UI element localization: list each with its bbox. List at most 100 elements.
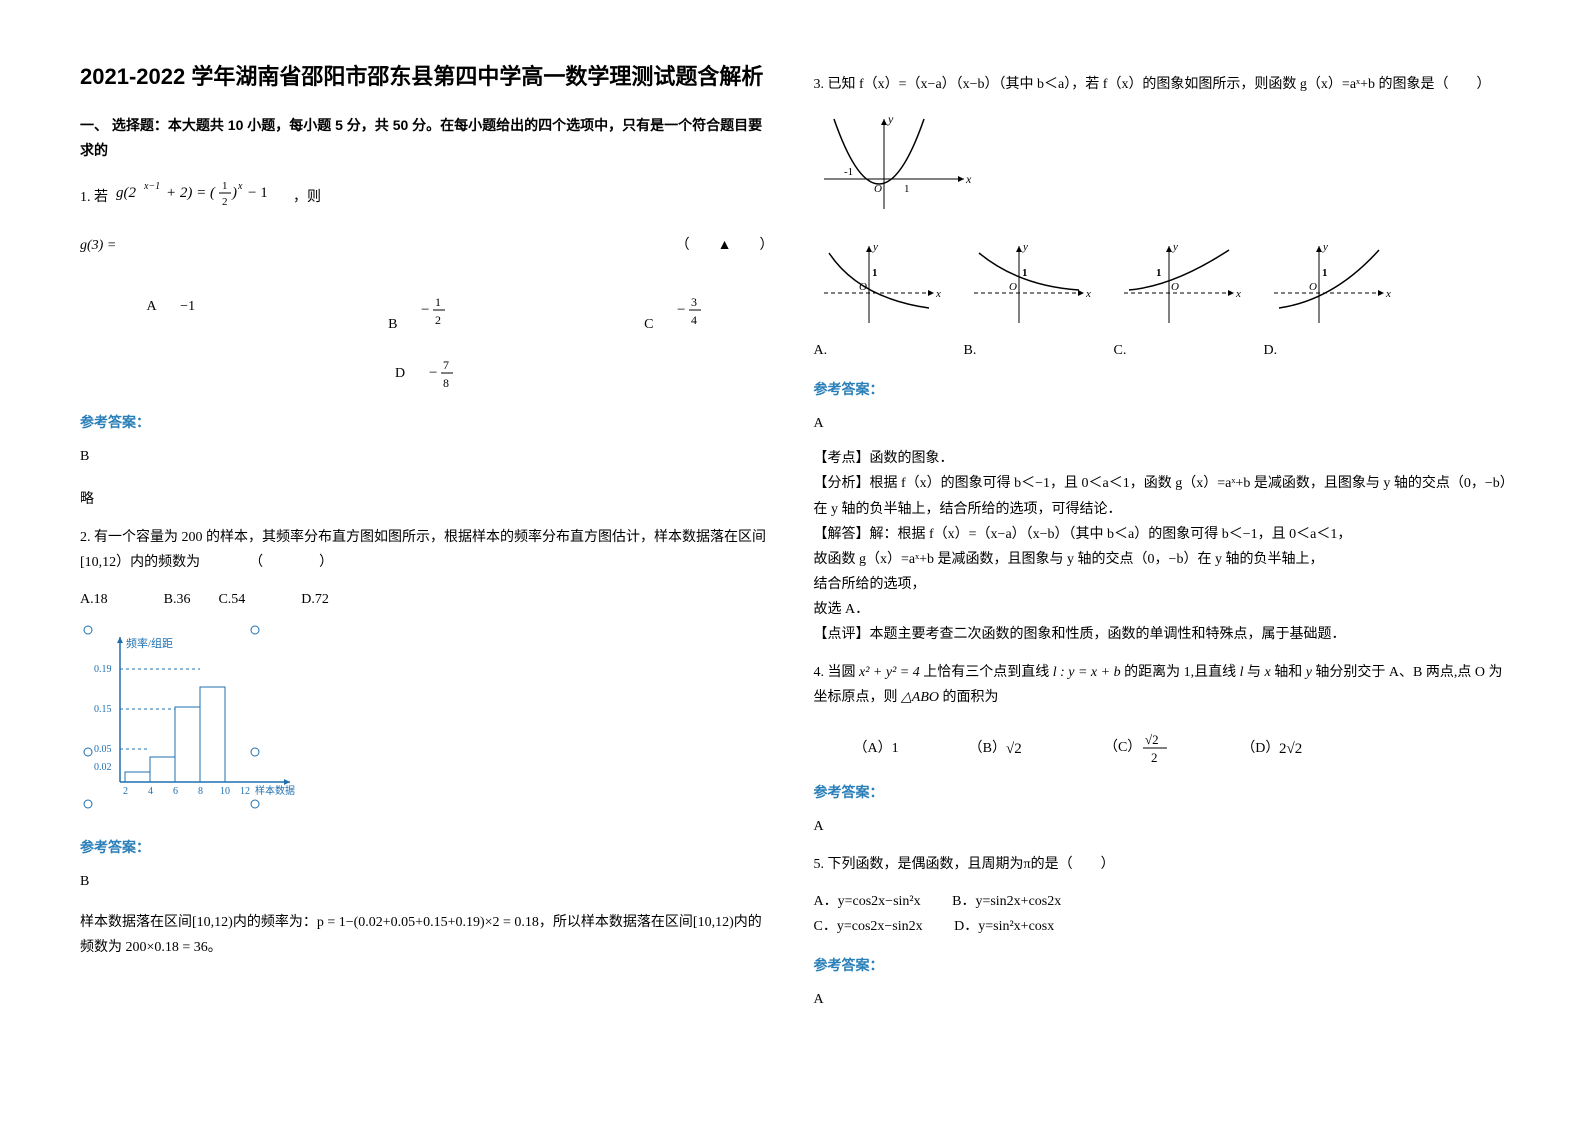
svg-text:x: x: [1235, 288, 1241, 300]
q1-suffix: ，则: [293, 190, 321, 205]
svg-text:样本数据: 样本数据: [255, 784, 295, 797]
q4-options: （A）1 （B）√2 （C）√22 （D）2√2: [854, 730, 1508, 766]
section-heading: 一、 选择题：本大题共 10 小题，每小题 5 分，共 50 分。在每小题给出的…: [80, 113, 774, 163]
q1-optC-label: C: [644, 317, 653, 332]
q4-optD: （D）2√2: [1241, 736, 1317, 761]
q1-prefix: 1. 若: [80, 190, 108, 205]
q5-row1: A．y=cos2x−sin²x B．y=sin2x+cos2x: [814, 889, 1508, 914]
svg-text:1: 1: [904, 183, 910, 195]
q5-answer: A: [814, 987, 1508, 1012]
q2-solution: 样本数据落在区间[10,12)内的频率为：p = 1−(0.02+0.05+0.…: [80, 910, 774, 960]
svg-text:12: 12: [240, 786, 250, 797]
q3-parabola: x y -1 1 O: [814, 109, 1508, 228]
svg-text:−: −: [429, 365, 437, 381]
svg-text:x: x: [1385, 288, 1391, 300]
q1-optD-label: D: [395, 366, 405, 381]
q4-optB: （B）√2: [969, 736, 1034, 761]
svg-text:10: 10: [220, 786, 230, 797]
answer-label-2: 参考答案：: [80, 836, 774, 861]
q1-g3-text: g(3) =: [80, 238, 116, 253]
q4-f3: l: [1240, 665, 1244, 680]
q1-g3: g(3) = （ ▲ ）: [80, 233, 774, 258]
svg-text:O: O: [874, 183, 882, 195]
q4-b: 上恰有三个点到直线: [923, 665, 1049, 680]
q1-paren: （ ▲ ）: [676, 233, 774, 258]
svg-text:y: y: [1322, 241, 1328, 253]
svg-text:8: 8: [443, 376, 449, 390]
q2-histogram: 频率/组距 0.02 0.05 0.15 0.19 2 4 6 8 10: [80, 622, 774, 821]
svg-text:O: O: [1171, 281, 1179, 293]
svg-text:1: 1: [1322, 267, 1328, 279]
answer-label-5: 参考答案：: [814, 954, 1508, 979]
q1-optB: B −12: [388, 294, 451, 337]
q2-answer: B: [80, 869, 774, 894]
svg-text:6: 6: [173, 786, 178, 797]
answer-label-3: 参考答案：: [814, 378, 1508, 403]
q4-a: 4. 当圆: [814, 665, 856, 680]
svg-text:0.02: 0.02: [94, 762, 112, 773]
q5-optB: B．y=sin2x+cos2x: [952, 894, 1061, 909]
svg-text:2: 2: [123, 786, 128, 797]
q4-e: 轴和: [1274, 665, 1302, 680]
q3-optA-label: A.: [814, 338, 944, 363]
q4-f2: l : y = x + b: [1053, 665, 1121, 680]
q4-f4: x: [1264, 665, 1270, 680]
svg-text:x: x: [965, 172, 972, 186]
svg-text:−: −: [677, 302, 685, 318]
q3-option-graphs: x y 1 O A. x y 1 O: [814, 238, 1508, 362]
q1-options: A −1 B −12 C −34: [80, 294, 774, 337]
svg-text:2√2: 2√2: [1279, 741, 1302, 757]
svg-text:x: x: [237, 181, 243, 192]
q1-answer: B: [80, 444, 774, 469]
svg-text:1: 1: [872, 267, 878, 279]
svg-text:7: 7: [443, 358, 449, 372]
svg-text:0.19: 0.19: [94, 664, 112, 675]
svg-text:y: y: [1172, 241, 1178, 253]
q5-optC: C．y=cos2x−sin2x: [814, 919, 923, 934]
q3-optB-label: B.: [964, 338, 1094, 363]
q4-answer: A: [814, 814, 1508, 839]
q4-g: 的面积为: [942, 690, 998, 705]
svg-text:8: 8: [198, 786, 203, 797]
svg-text:2: 2: [435, 313, 441, 327]
svg-text:1: 1: [1022, 267, 1028, 279]
question-2: 2. 有一个容量为 200 的样本，其频率分布直方图如图所示，根据样本的频率分布…: [80, 525, 774, 575]
svg-text:x: x: [935, 288, 941, 300]
svg-text:x: x: [1085, 288, 1091, 300]
svg-text:2: 2: [222, 196, 228, 208]
svg-text:g(2: g(2: [116, 185, 136, 201]
q5-row2: C．y=cos2x−sin2x D．y=sin²x+cosx: [814, 914, 1508, 939]
q2-options: A.18 B.36 C.54 D.72: [80, 587, 774, 612]
svg-text:-1: -1: [844, 166, 853, 178]
q4-f1: x² + y² = 4: [859, 665, 920, 680]
q4-optA: （A）1: [854, 736, 899, 761]
svg-text:1: 1: [1156, 267, 1162, 279]
svg-text:√2: √2: [1145, 732, 1159, 747]
svg-text:频率/组距: 频率/组距: [126, 636, 173, 650]
q3-solve4: 故选 A．: [814, 597, 1508, 622]
svg-text:O: O: [1009, 281, 1017, 293]
q1-optA-val: −1: [180, 299, 195, 314]
svg-text:x−1: x−1: [143, 181, 160, 192]
q5-optA: A．y=cos2x−sin²x: [814, 894, 921, 909]
q3-optC-label: C.: [1114, 338, 1244, 363]
q5-optD: D．y=sin²x+cosx: [954, 919, 1054, 934]
svg-text:3: 3: [691, 295, 697, 309]
q3-solve2: 故函数 g（x）=aˣ+b 是减函数，且图象与 y 轴的交点（0，−b）在 y …: [814, 547, 1508, 572]
svg-text:4: 4: [148, 786, 153, 797]
answer-label-1: 参考答案：: [80, 411, 774, 436]
q4-d: 与: [1247, 665, 1261, 680]
q1-optD: D −7 8: [80, 357, 774, 391]
svg-text:√2: √2: [1006, 741, 1022, 757]
question-1: 1. 若 g(2 x−1 + 2) = ( 1 2 ) x − 1 ，则: [80, 175, 774, 220]
q1-optA: A −1: [147, 294, 196, 337]
svg-text:O: O: [1309, 281, 1317, 293]
svg-text:4: 4: [691, 313, 697, 327]
answer-label-4: 参考答案：: [814, 781, 1508, 806]
svg-text:0.05: 0.05: [94, 744, 112, 755]
svg-text:y: y: [887, 112, 894, 126]
q3-answer: A: [814, 411, 1508, 436]
svg-text:−: −: [421, 302, 429, 318]
svg-text:1: 1: [435, 295, 441, 309]
q4-optC: （C）√22: [1104, 730, 1171, 766]
